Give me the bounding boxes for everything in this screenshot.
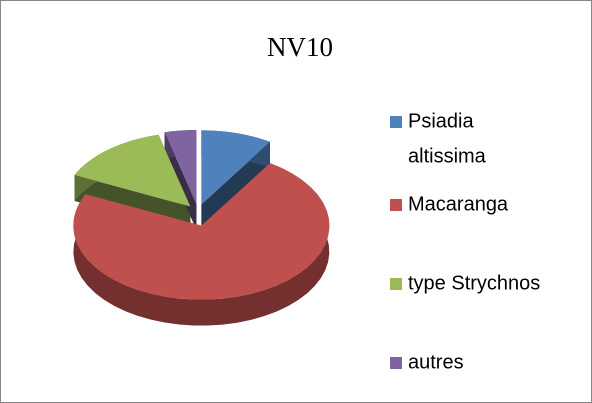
legend-label: autres <box>408 351 464 373</box>
legend-swatch <box>390 278 402 290</box>
legend-label: Macaranga <box>408 193 509 215</box>
legend-label: altissima <box>408 145 487 167</box>
legend-label: Psiadia <box>408 110 474 132</box>
chart-title: NV10 <box>267 32 333 62</box>
slice-tops <box>73 129 330 300</box>
slice-wall <box>201 141 270 231</box>
legend-swatch <box>390 199 402 211</box>
pie-slice <box>74 134 191 207</box>
legend-label: type Strychnos <box>408 272 540 294</box>
pie-slice <box>201 130 270 205</box>
pie-slice <box>164 129 197 204</box>
legend-swatch <box>390 357 402 369</box>
pie-slice <box>73 163 330 300</box>
legend-swatch <box>390 116 402 128</box>
